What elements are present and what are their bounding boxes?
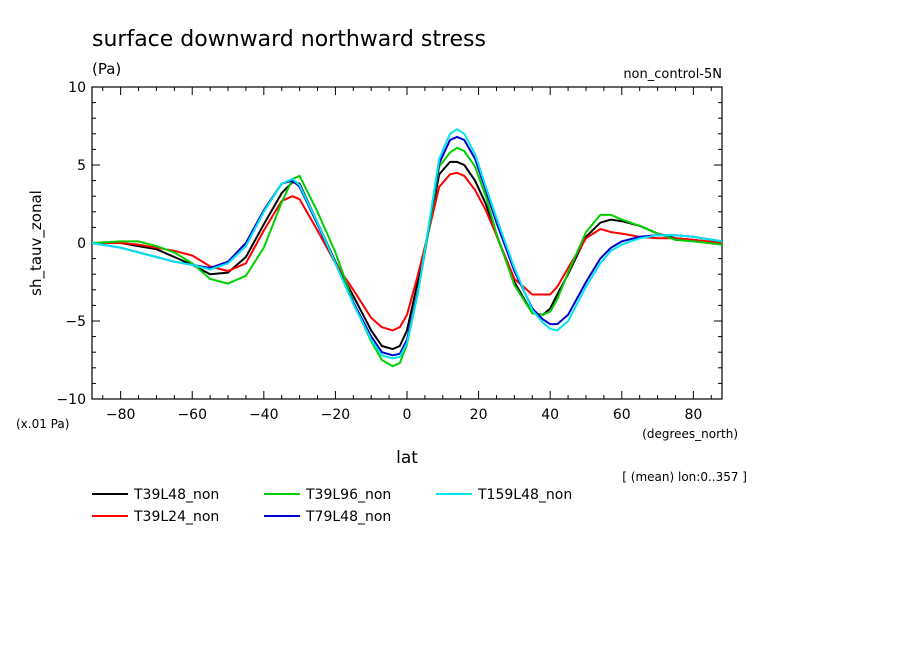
x-tick-label: 20 (470, 407, 488, 423)
y-tick-label: 5 (77, 158, 86, 174)
y-tick-label: 10 (68, 80, 86, 96)
x-tick-label: −60 (177, 407, 207, 423)
axis-ticks (92, 86, 722, 400)
x-tick-label: 0 (403, 407, 412, 423)
series-line-t159l48-non (91, 128, 723, 360)
y-tick-label: −10 (56, 392, 86, 408)
x-tick-label: 40 (541, 407, 559, 423)
y-axis-label: sh_tauv_zonal (27, 190, 46, 296)
y-scale-note: (x.01 Pa) (16, 417, 69, 431)
legend-label: T159L48_non (477, 487, 572, 503)
tick-labels: −80 −60 −40 −20 0 20 40 60 80 −10 −5 0 5 10 (56, 80, 702, 423)
x-tick-label: 80 (684, 407, 702, 423)
x-axis-label: lat (396, 448, 418, 468)
y-tick-label: −5 (65, 314, 86, 330)
series-line-t39l96-non (91, 146, 723, 368)
x-units-label: (degrees_north) (642, 427, 738, 441)
legend: T39L48_non T39L96_non T159L48_non T39L24_no… (92, 487, 572, 525)
legend-label: T39L96_non (305, 487, 391, 503)
experiment-label: non_control-5N (623, 67, 722, 82)
series-line-t39l24-non (92, 171, 723, 332)
x-tick-label: −20 (321, 407, 351, 423)
legend-label: T39L48_non (133, 487, 219, 503)
y-tick-label: 0 (77, 236, 86, 252)
chart-title: surface downward northward stress (92, 27, 486, 52)
legend-label: T79L48_non (305, 509, 391, 525)
x-tick-label: 60 (613, 407, 631, 423)
series-line-t39l48-non (92, 160, 723, 351)
x-tick-label: −80 (106, 407, 136, 423)
legend-label: T39L24_non (133, 509, 219, 525)
series-line-t79l48-non (91, 135, 723, 357)
mean-note: [ (mean) lon:0..357 ] (622, 470, 747, 484)
x-tick-label: −40 (249, 407, 279, 423)
units-label: (Pa) (92, 60, 121, 78)
series-lines (91, 128, 723, 368)
